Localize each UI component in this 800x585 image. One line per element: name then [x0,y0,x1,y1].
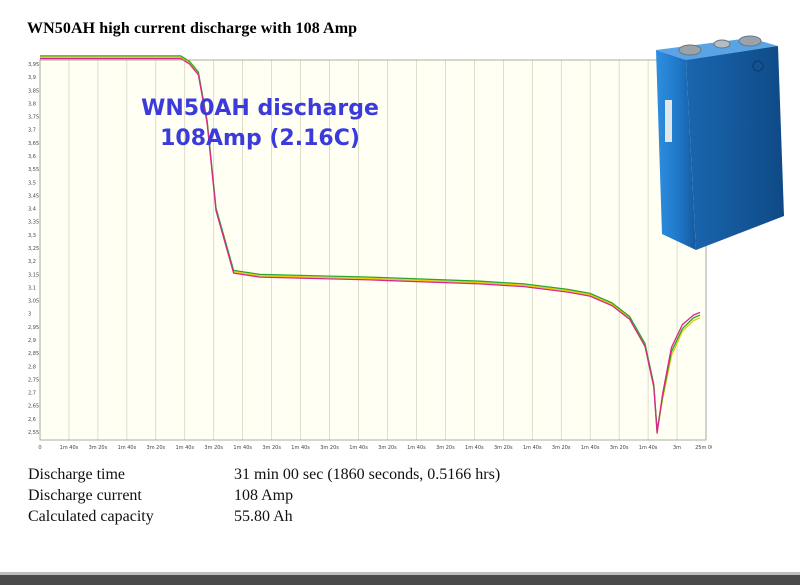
battery-label-sticker [665,100,672,142]
x-tick-label: 3m 20s [89,445,108,451]
x-tick-label: 1m 40s [233,445,252,451]
y-tick-label: 2,7 [28,391,36,397]
y-tick-label: 3,95 [28,62,39,68]
y-tick-label: 2,8 [28,364,36,370]
x-tick-label: 1m 40s [465,445,484,451]
x-tick-label: 3m 20s [262,445,281,451]
x-tick-label: 3m 20s [552,445,571,451]
x-tick-label: 3m 20s [610,445,629,451]
x-tick-label: 1m 40s [60,445,79,451]
y-tick-label: 3,9 [28,75,36,81]
y-tick-label: 2,85 [28,351,39,357]
x-tick-label: 1m 40s [118,445,137,451]
x-tick-label: 3m 20s [378,445,397,451]
battery-vent-mark [752,60,764,72]
bottom-divider [0,575,800,585]
y-tick-label: 3,05 [28,299,39,305]
x-tick-label: 1m 40s [175,445,194,451]
y-tick-label: 3,3 [28,233,36,239]
y-tick-label: 3,55 [28,167,39,173]
terminal-middle [713,39,731,49]
y-tick-label: 3 [28,312,31,318]
plot-frame [39,59,707,441]
stat-row: Calculated capacity 55.80 Ah [28,508,500,529]
y-tick-label: 3,2 [28,259,36,265]
stat-value: 31 min 00 sec (1860 seconds, 0.5166 hrs) [234,466,501,483]
x-tick-label: 25m 00s [695,445,712,451]
chart-annotation: WN50AH discharge 108Amp (2.16C) [110,94,410,154]
terminal-left [678,44,702,56]
y-tick-label: 3,7 [28,128,36,134]
x-tick-label: 1m 40s [349,445,368,451]
x-tick-label: 3m 20s [320,445,339,451]
y-tick-label: 2,75 [28,377,39,383]
y-tick-label: 3,15 [28,272,39,278]
y-tick-label: 2,95 [28,325,39,331]
x-tick-label: 1m 40s [581,445,600,451]
x-tick-label: 3m 20s [147,445,166,451]
y-tick-labels: 3,95 3,9 3,85 3,8 3,75 3,7 3,65 3,6 3,55 3,5 3,45 3… [28,62,39,436]
y-tick-label: 2,6 [28,417,36,423]
x-tick-label: 3m 20s [436,445,455,451]
x-tick-label: 3m [673,445,681,451]
y-tick-label: 3,45 [28,193,39,199]
plot-area [40,60,706,440]
stat-value: 55.80 Ah [234,508,293,525]
y-tick-label: 3,75 [28,115,39,121]
stat-row: Discharge current 108 Amp [28,487,500,508]
x-tick-label: 1m 40s [639,445,658,451]
y-tick-label: 3,5 [28,180,36,186]
series-lines [40,55,701,434]
page-title: WN50AH high current discharge with 108 A… [27,20,358,37]
annotation-line-1: WN50AH discharge [141,96,379,121]
x-tick-label: 1m 40s [291,445,310,451]
bottom-divider-highlight [0,572,800,575]
stat-row: Discharge time 31 min 00 sec (1860 second… [28,466,500,487]
stat-label: Calculated capacity [28,508,154,525]
y-tick-label: 3,6 [28,154,36,160]
y-tick-label: 3,85 [28,88,39,94]
discharge-stats: Discharge time 31 min 00 sec (1860 second… [28,466,500,529]
x-tick-label: 1m 40s [523,445,542,451]
annotation-line-2: 108Amp (2.16C) [160,126,360,151]
x-tick-label: 3m 20s [494,445,513,451]
x-tick-label: 1m 40s [407,445,426,451]
battery-side [686,46,784,250]
x-tick-labels: 0 1m 40s 3m 20s 1m 40s 3m 20s 1m 40s 3m 20s 1m … [38,445,712,451]
y-tick-label: 3,35 [28,220,39,226]
stat-value: 108 Amp [234,487,294,504]
y-tick-label: 3,1 [28,285,36,291]
chart-svg: 3,95 3,9 3,85 3,8 3,75 3,7 3,65 3,6 3,55 3,5 3,45 3… [28,55,712,451]
x-tick-label: 0 [38,445,41,451]
y-tick-label: 3,25 [28,246,39,252]
stat-label: Discharge time [28,466,126,483]
y-tick-label: 2,55 [28,430,39,436]
y-tick-label: 3,8 [28,101,36,107]
gridlines [39,60,707,440]
x-tick-label: 3m 20s [204,445,223,451]
terminal-right [738,35,762,47]
y-tick-label: 3,4 [28,207,36,213]
y-tick-label: 2,9 [28,338,36,344]
y-tick-label: 3,65 [28,141,39,147]
y-tick-label: 2,65 [28,404,39,410]
battery-cell-image [656,35,784,250]
series-line-3 [40,57,701,434]
discharge-chart: 3,95 3,9 3,85 3,8 3,75 3,7 3,65 3,6 3,55 3,5 3,45 3… [0,52,712,452]
stat-label: Discharge current [28,487,142,504]
